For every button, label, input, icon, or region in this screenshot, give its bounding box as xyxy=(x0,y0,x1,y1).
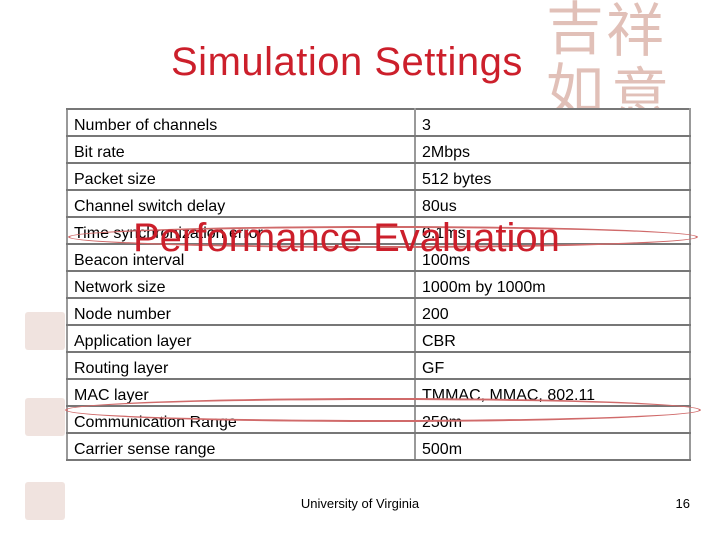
setting-value: 3 xyxy=(414,108,691,137)
settings-table: Number of channels 3 Bit rate 2Mbps Pack… xyxy=(66,108,691,461)
setting-name: Bit rate xyxy=(66,135,416,164)
setting-name: Carrier sense range xyxy=(66,432,416,461)
setting-value: 250m xyxy=(414,405,691,434)
setting-name: Beacon interval xyxy=(66,243,416,272)
decorative-strip xyxy=(25,482,65,520)
setting-value: 100ms xyxy=(414,243,691,272)
table-row: Channel switch delay 80us xyxy=(66,189,691,218)
setting-value: CBR xyxy=(414,324,691,353)
setting-value: 1000m by 1000m xyxy=(414,270,691,299)
setting-name: MAC layer xyxy=(66,378,416,407)
setting-name: Channel switch delay xyxy=(66,189,416,218)
setting-name: Routing layer xyxy=(66,351,416,380)
decorative-strip xyxy=(25,312,65,350)
setting-name: Network size xyxy=(66,270,416,299)
table-row: Network size 1000m by 1000m xyxy=(66,270,691,299)
table-row: Number of channels 3 xyxy=(66,108,691,137)
setting-value: 2Mbps xyxy=(414,135,691,164)
setting-name: Communication Range xyxy=(66,405,416,434)
table-row: Bit rate 2Mbps xyxy=(66,135,691,164)
table-row: Routing layer GF xyxy=(66,351,691,380)
setting-value: 200 xyxy=(414,297,691,326)
table-row: Beacon interval 100ms xyxy=(66,243,691,272)
setting-value: TMMAC, MMAC, 802.11 xyxy=(414,378,691,407)
setting-value: 500m xyxy=(414,432,691,461)
setting-name: Number of channels xyxy=(66,108,416,137)
setting-value: 0.1ms xyxy=(414,216,691,245)
setting-name: Application layer xyxy=(66,324,416,353)
footer-institution: University of Virginia xyxy=(300,496,420,511)
table-row: Node number 200 xyxy=(66,297,691,326)
decorative-strip xyxy=(25,398,65,436)
table-row: Packet size 512 bytes xyxy=(66,162,691,191)
setting-value: 512 bytes xyxy=(414,162,691,191)
table-row: MAC layer TMMAC, MMAC, 802.11 xyxy=(66,378,691,407)
table-row: Time synchronization error 0.1ms xyxy=(66,216,691,245)
setting-name: Node number xyxy=(66,297,416,326)
table-row: Application layer CBR xyxy=(66,324,691,353)
setting-value: GF xyxy=(414,351,691,380)
setting-name: Time synchronization error xyxy=(66,216,416,245)
setting-name: Packet size xyxy=(66,162,416,191)
table-row: Communication Range 250m xyxy=(66,405,691,434)
table-row: Carrier sense range 500m xyxy=(66,432,691,461)
setting-value: 80us xyxy=(414,189,691,218)
page-number: 16 xyxy=(675,496,690,511)
